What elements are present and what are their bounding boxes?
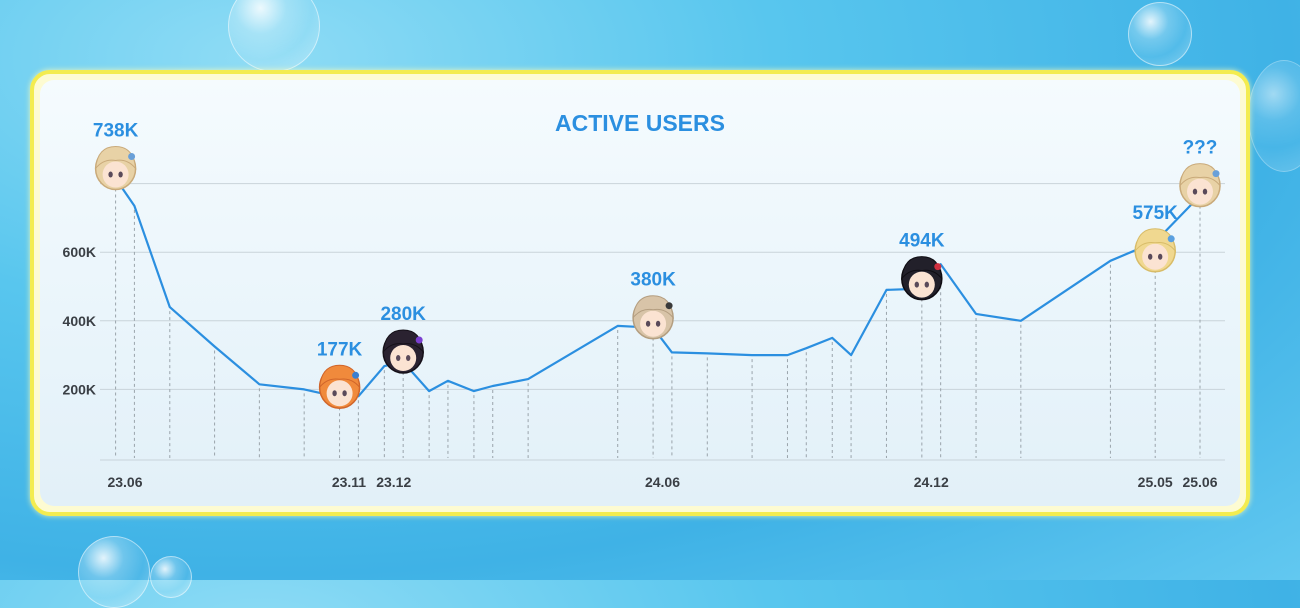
x-tick-label: 25.06 xyxy=(1182,474,1217,490)
annotations-layer: 738K 177K 280K 380K 494K 575K??? xyxy=(93,120,1221,410)
x-tick-label: 24.06 xyxy=(645,474,680,490)
data-label: 494K xyxy=(899,231,945,252)
chart-panel-inner xyxy=(40,80,1240,506)
bubble-decoration xyxy=(228,0,320,72)
x-tick-label: 24.12 xyxy=(914,474,949,490)
character-avatar-blonde-bob-icon xyxy=(1179,163,1221,208)
character-avatar-dark-hair-icon xyxy=(382,329,424,374)
chart-panel xyxy=(30,70,1250,516)
character-avatar-white-cap-icon xyxy=(1134,228,1176,273)
data-label: ??? xyxy=(1183,138,1218,159)
character-avatar-orange-hair-icon xyxy=(318,364,361,410)
data-label: 575K xyxy=(1132,203,1178,224)
x-tick-label: 25.05 xyxy=(1138,474,1173,490)
bubble-decoration xyxy=(1128,2,1192,66)
drop-lines-layer xyxy=(115,182,1201,458)
character-avatar-ash-blonde-icon xyxy=(632,295,674,340)
character-avatar-blonde-bob-icon xyxy=(94,145,137,191)
x-tick-label: 23.12 xyxy=(376,474,411,490)
grid-layer xyxy=(100,183,1225,461)
y-tick-label: 200K xyxy=(63,381,96,397)
data-label: 280K xyxy=(380,304,426,325)
data-label: 177K xyxy=(317,339,363,360)
data-label: 738K xyxy=(93,120,139,141)
x-tick-label: 23.11 xyxy=(332,474,366,490)
y-tick-label: 600K xyxy=(63,244,96,260)
data-label: 380K xyxy=(630,270,676,291)
character-avatar-bunny-ears-icon xyxy=(901,256,943,301)
chart-title: ACTIVE USERS xyxy=(555,110,725,136)
tick-labels-layer: 200K 400K 600K 23.06 23.11 23.12 24.06 24.12 25.… xyxy=(63,244,1218,490)
x-tick-label: 23.06 xyxy=(107,474,142,490)
y-tick-label: 400K xyxy=(63,313,96,329)
active-users-chart: ACTIVE USERS 200K 400K 600K 23.06 23.11 23.12… xyxy=(63,110,1225,490)
